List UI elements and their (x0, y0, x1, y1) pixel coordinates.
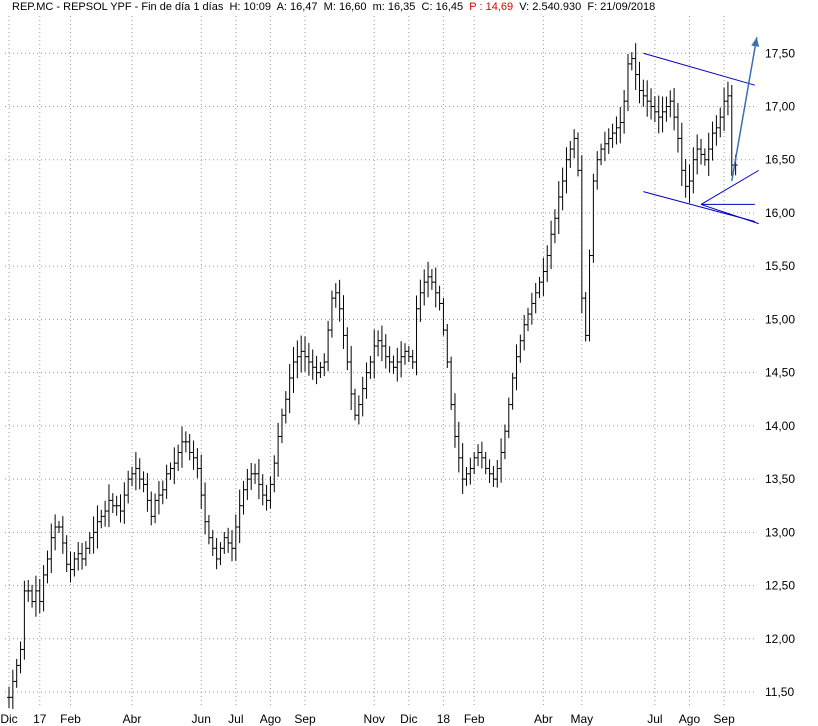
date-label: F: 21/09/2018 (587, 1, 656, 13)
x-axis-labels: Dic 17 Feb Abr Jun Jul Ago Sep Nov Dic 18 Feb Abr May… (0, 712, 735, 726)
x-tick-label: Dic (400, 712, 417, 726)
price-bars (7, 43, 738, 709)
low-label: m: 16,35 (372, 1, 416, 13)
close-label: C: 16,45 (421, 1, 464, 13)
x-tick-label: Jul (228, 712, 243, 726)
x-tick-label: 17 (33, 712, 47, 726)
arrow-head (751, 37, 760, 47)
time-label: H: 10:09 (229, 1, 272, 13)
projection-arrow (731, 37, 758, 182)
chart-grid (5, 16, 755, 708)
y-tick-label: 12,50 (765, 579, 795, 593)
x-tick-label: Jun (192, 712, 211, 726)
y-tick-label: 14,00 (765, 419, 795, 433)
y-tick-label: 17,00 (765, 99, 795, 113)
y-tick-label: 15,00 (765, 312, 795, 326)
y-tick-label: 16,00 (765, 206, 795, 220)
x-tick-label: Sep (294, 712, 316, 726)
symbol-label: REP.MC - REPSOL YPF - Fin de día 1 días (12, 1, 224, 13)
high-label: M: 16,60 (323, 1, 367, 13)
x-tick-label: Feb (464, 712, 485, 726)
x-tick-label: Feb (60, 712, 81, 726)
x-tick-label: Dic (0, 712, 17, 726)
x-tick-label: Ago (679, 712, 701, 726)
y-tick-label: 12,00 (765, 632, 795, 646)
y-tick-label: 16,50 (765, 153, 795, 167)
y-tick-label: 17,50 (765, 46, 795, 60)
y-tick-label: 14,50 (765, 366, 795, 380)
y-axis-labels: 11,50 12,00 12,50 13,00 13,50 14,00 14,50 15,00… (765, 46, 795, 699)
x-tick-label: May (571, 712, 594, 726)
x-tick-label: Ago (260, 712, 282, 726)
open-label: A: 16,47 (276, 1, 318, 13)
x-tick-label: 18 (437, 712, 451, 726)
x-tick-label: Abr (534, 712, 553, 726)
trendline (700, 169, 759, 205)
trendline (700, 203, 759, 225)
x-tick-label: Nov (364, 712, 385, 726)
volume-label: V: 2.540.930 (519, 1, 582, 13)
y-tick-label: 11,50 (765, 685, 794, 699)
trendlines (643, 37, 760, 225)
x-tick-label: Sep (713, 712, 735, 726)
trendline (643, 52, 755, 86)
quote-header: REP.MC - REPSOL YPF - Fin de día 1 días … (12, 1, 655, 13)
y-tick-label: 13,00 (765, 525, 795, 539)
y-tick-label: 13,50 (765, 472, 795, 486)
y-tick-label: 15,50 (765, 259, 795, 273)
x-tick-label: Abr (123, 712, 142, 726)
prev-close-label: P : 14,69 (469, 1, 514, 13)
x-tick-label: Jul (647, 712, 662, 726)
